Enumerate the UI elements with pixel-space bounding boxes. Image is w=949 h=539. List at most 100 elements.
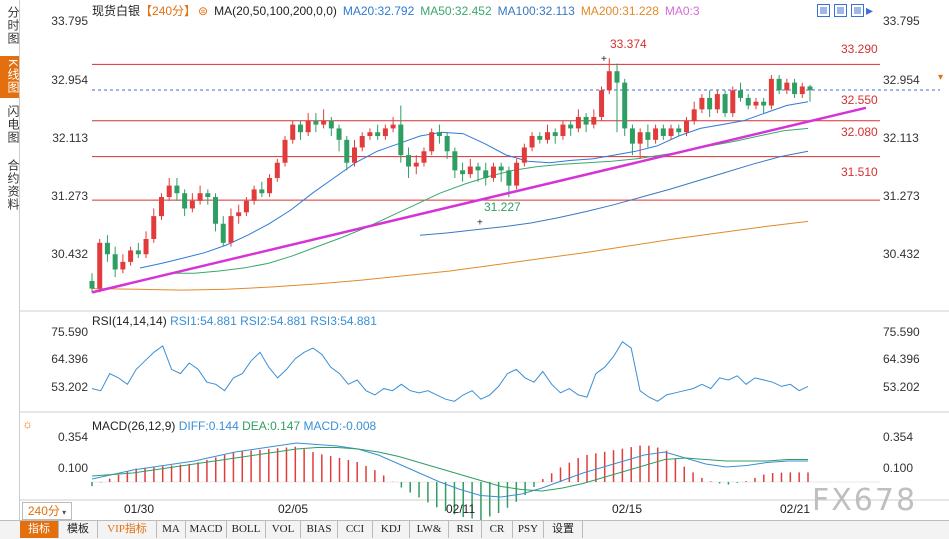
- candle-body: [583, 116, 589, 125]
- price-tick-right: 30.432: [883, 247, 920, 261]
- candle: [490, 162, 496, 182]
- tab-contract-info[interactable]: 合约资料: [6, 159, 20, 211]
- candle-body: [89, 280, 95, 289]
- candle-body: [606, 71, 612, 91]
- rsi-tick-right: 75.590: [883, 325, 920, 339]
- candle: [753, 97, 759, 110]
- candle-body: [614, 71, 620, 83]
- rsi-tick-left: 75.590: [51, 325, 88, 339]
- toolbar-boll[interactable]: BOLL: [227, 521, 266, 538]
- candle-body: [699, 97, 705, 110]
- macd-tick-right: 0.100: [883, 461, 914, 475]
- ma200-value: MA200:31.228: [580, 4, 659, 18]
- candle: [120, 254, 126, 274]
- candle: [359, 132, 365, 152]
- gear-icon[interactable]: ☼: [22, 417, 33, 431]
- ma100-line: [419, 150, 809, 236]
- candle-body: [151, 216, 157, 239]
- candle-body: [599, 90, 605, 117]
- candle: [213, 193, 219, 232]
- toolbar-kdj[interactable]: KDJ: [373, 521, 410, 538]
- candle: [158, 193, 164, 220]
- candle: [606, 58, 612, 95]
- zoom-in-icon[interactable]: [817, 4, 830, 17]
- toolbar-indicators[interactable]: 指标: [20, 521, 59, 538]
- rsi-tick-right: 64.396: [883, 352, 920, 366]
- candle: [444, 132, 450, 159]
- candle-body: [282, 139, 288, 163]
- candle: [722, 90, 728, 117]
- candle-body: [274, 162, 280, 178]
- candle: [714, 90, 720, 114]
- diff-value: DIFF:0.144: [178, 419, 239, 433]
- toolbar-rsi[interactable]: RSI: [449, 521, 482, 538]
- candle-body: [297, 124, 303, 133]
- candle-body: [97, 242, 103, 289]
- candle: [614, 63, 620, 133]
- level-label: 31.510: [841, 165, 878, 179]
- toolbar-vip[interactable]: VIP指标: [98, 521, 157, 538]
- candle: [761, 97, 767, 114]
- toolbar-macd[interactable]: MACD: [186, 521, 227, 538]
- fullscreen-icon[interactable]: [851, 4, 864, 17]
- toolbar-template[interactable]: 模板: [59, 521, 98, 538]
- macd-legend: MACD(26,12,9) DIFF:0.144 DEA:0.147 MACD:…: [92, 419, 376, 433]
- candle: [166, 177, 172, 201]
- rsi-params: RSI(14,14,14): [92, 314, 167, 328]
- candle-body: [390, 124, 396, 129]
- candle-body: [560, 124, 566, 137]
- price-tick-left: 31.273: [51, 189, 88, 203]
- scroll-right-icon[interactable]: ▸: [866, 2, 874, 18]
- rsi-tick-right: 53.202: [883, 380, 920, 394]
- candle-body: [197, 193, 203, 201]
- candle-body: [429, 132, 435, 152]
- candle-body: [305, 120, 311, 133]
- period-selector[interactable]: 240分 ▾: [22, 502, 72, 520]
- tab-flash[interactable]: 闪电图: [6, 104, 20, 144]
- zoom-out-icon[interactable]: [834, 4, 847, 17]
- toolbar-vol[interactable]: VOL: [266, 521, 301, 538]
- ma100-value: MA100:32.113: [497, 4, 575, 18]
- toolbar-psy[interactable]: PSY: [513, 521, 544, 538]
- date-tick: 02/21: [780, 502, 811, 516]
- candle: [406, 147, 412, 178]
- toolbar-ma[interactable]: MA: [157, 521, 186, 538]
- candle: [768, 75, 774, 110]
- candle-body: [135, 250, 141, 255]
- level-label: 33.290: [841, 42, 878, 56]
- candle-body: [768, 78, 774, 106]
- candle: [730, 86, 736, 117]
- candle-body: [406, 155, 412, 167]
- candle: [290, 120, 296, 144]
- toolbar-lw[interactable]: LW&: [410, 521, 449, 538]
- candle-body: [575, 116, 581, 129]
- candle-body: [259, 189, 265, 194]
- candle-body: [545, 132, 551, 140]
- toolbar-cr[interactable]: CR: [482, 521, 513, 538]
- rsi1-value: RSI1:54.881: [170, 314, 237, 328]
- candle-body: [313, 120, 319, 125]
- candle: [645, 124, 651, 148]
- toolbar-bias[interactable]: BIAS: [301, 521, 338, 538]
- toolbar-cci[interactable]: CCI: [338, 521, 373, 538]
- candle-body: [467, 166, 473, 175]
- chart-canvas[interactable]: ++: [0, 0, 949, 520]
- candle: [89, 273, 95, 293]
- candle-body: [792, 82, 798, 95]
- candle: [429, 128, 435, 156]
- candle: [151, 208, 157, 243]
- candle: [282, 136, 288, 167]
- period-selector-label: 240分: [27, 504, 60, 518]
- toolbar-settings[interactable]: 设置: [544, 521, 583, 538]
- candle-body: [251, 189, 257, 201]
- candle-body: [367, 132, 373, 137]
- tab-intraday[interactable]: 分时图: [6, 5, 20, 45]
- candle: [653, 124, 659, 144]
- candle: [483, 162, 489, 186]
- candle-body: [776, 78, 782, 91]
- candle: [568, 120, 574, 137]
- candle: [205, 189, 211, 205]
- settings-icon[interactable]: ⊜: [198, 4, 209, 18]
- tab-kline[interactable]: K线图: [0, 56, 20, 98]
- candle: [251, 185, 257, 205]
